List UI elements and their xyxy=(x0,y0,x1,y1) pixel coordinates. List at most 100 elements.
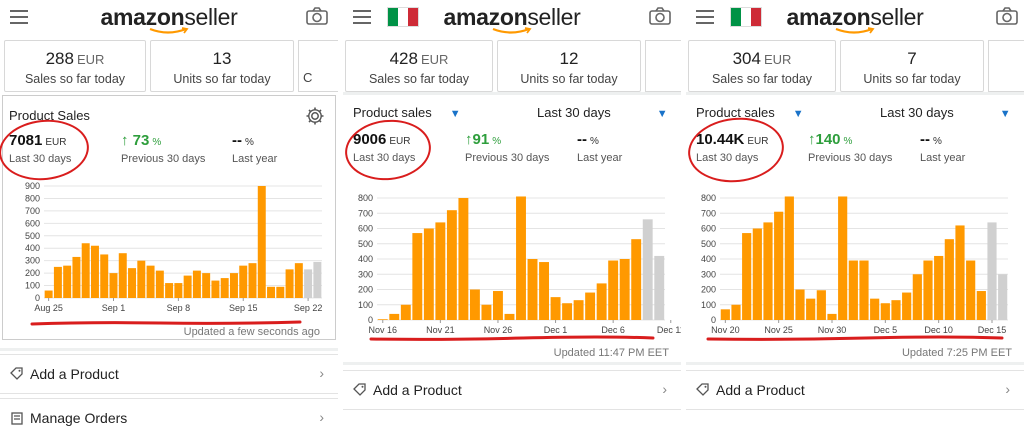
sales-today-currency: EUR xyxy=(420,52,449,67)
metric-value: 140 xyxy=(815,131,841,148)
italy-flag-icon[interactable] xyxy=(387,7,419,27)
chevron-down-icon: ▼ xyxy=(792,108,804,120)
hamburger-menu-icon[interactable] xyxy=(353,10,371,24)
metric-unit: EUR xyxy=(45,137,67,148)
period-selector[interactable]: Last 30 days ▼ xyxy=(880,105,1011,120)
x-tick-label: Nov 21 xyxy=(426,325,455,335)
metric-label: Last 30 days xyxy=(353,152,416,164)
sales-today-tile[interactable]: 428 EUR Sales so far today xyxy=(345,40,493,92)
camera-icon[interactable] xyxy=(649,6,671,26)
italy-flag-icon[interactable] xyxy=(730,7,762,27)
bar xyxy=(619,259,630,320)
y-tick-label: 0 xyxy=(35,293,40,303)
next-tile-partial[interactable]: C xyxy=(298,40,338,92)
bar xyxy=(109,273,118,298)
x-tick-label: Dec 6 xyxy=(601,325,625,335)
metric-selector[interactable]: Product sales ▼ xyxy=(353,105,461,120)
next-tile-partial[interactable] xyxy=(645,40,681,92)
y-tick-label: 300 xyxy=(358,269,373,279)
y-tick-label: 500 xyxy=(358,239,373,249)
bar xyxy=(838,196,848,320)
bar xyxy=(742,233,752,320)
x-tick-label: Sep 8 xyxy=(167,303,191,313)
bar xyxy=(183,275,192,298)
bar xyxy=(752,228,762,320)
metric-selector-label: Product sales xyxy=(696,105,775,120)
metric-label: Previous 30 days xyxy=(121,153,206,165)
bar xyxy=(377,319,388,320)
bar xyxy=(165,283,174,298)
camera-icon[interactable] xyxy=(996,6,1018,26)
red-annotation-underline xyxy=(706,335,1004,341)
amazon-seller-logo: amazonseller xyxy=(443,4,581,30)
add-product-row[interactable]: Add a Product › xyxy=(686,370,1024,410)
y-tick-label: 600 xyxy=(25,218,40,228)
camera-icon[interactable] xyxy=(306,6,328,26)
metric-last-year: --% Last year xyxy=(920,131,965,164)
pending-bar xyxy=(987,222,997,320)
period-selector[interactable]: Last 30 days ▼ xyxy=(537,105,668,120)
chevron-right-icon: › xyxy=(662,381,667,397)
metric-label: Previous 30 days xyxy=(808,152,893,164)
y-tick-label: 800 xyxy=(25,193,40,203)
bar xyxy=(155,270,164,298)
dashboard-panel-3: amazonseller 304 EUR Sales so far today 7… xyxy=(686,0,1024,427)
units-today-value: 13 xyxy=(212,49,232,68)
x-tick-label: Dec 15 xyxy=(978,325,1007,335)
y-tick-label: 700 xyxy=(358,208,373,218)
bar xyxy=(774,211,784,320)
today-tiles: 304 EUR Sales so far today 7 Units so far… xyxy=(686,40,1024,92)
metric-value: 10.44K xyxy=(696,131,745,148)
bar xyxy=(276,286,285,298)
x-tick-label: Dec 1 xyxy=(544,325,568,335)
bar xyxy=(192,270,201,298)
bar xyxy=(469,289,480,320)
section-divider xyxy=(686,362,1024,365)
y-tick-label: 500 xyxy=(701,239,716,249)
bar xyxy=(90,245,99,298)
units-today-tile[interactable]: 12 Units so far today xyxy=(497,40,641,92)
x-tick-label: Nov 16 xyxy=(368,325,397,335)
add-product-row[interactable]: Add a Product › xyxy=(343,370,681,410)
sales-today-tile[interactable]: 288 EUR Sales so far today xyxy=(4,40,146,92)
bar xyxy=(229,273,238,298)
up-arrow-icon: ↑ xyxy=(465,131,473,148)
bar xyxy=(731,304,741,320)
bar xyxy=(976,291,986,320)
dashboard-panel-2: amazonseller 428 EUR Sales so far today 1… xyxy=(343,0,681,427)
metric-value: -- xyxy=(232,132,242,149)
x-tick-label: Dec 10 xyxy=(924,325,953,335)
y-tick-label: 200 xyxy=(25,268,40,278)
amazon-smile-logo xyxy=(492,27,532,34)
next-tile-partial[interactable] xyxy=(988,40,1024,92)
bar xyxy=(870,298,880,320)
red-annotation-underline xyxy=(30,320,302,326)
add-product-label: Add a Product xyxy=(373,382,462,398)
card-title: Product Sales xyxy=(9,108,90,123)
pending-bar xyxy=(654,255,665,320)
add-product-row[interactable]: Add a Product › xyxy=(0,354,338,394)
gear-icon[interactable] xyxy=(305,106,325,126)
bar xyxy=(596,283,607,320)
bar xyxy=(389,313,400,320)
bar xyxy=(100,254,109,298)
y-tick-label: 200 xyxy=(701,285,716,295)
units-today-tile[interactable]: 13 Units so far today xyxy=(150,40,294,92)
sales-today-tile[interactable]: 304 EUR Sales so far today xyxy=(688,40,836,92)
bar xyxy=(966,260,976,320)
y-tick-label: 100 xyxy=(25,281,40,291)
metric-selector[interactable]: Product sales ▼ xyxy=(696,105,804,120)
x-tick-label: Dec 5 xyxy=(874,325,898,335)
manage-orders-row[interactable]: Manage Orders › xyxy=(0,398,338,427)
bar xyxy=(128,268,137,298)
sales-today-value: 428 xyxy=(389,49,418,68)
bar xyxy=(550,297,561,320)
hamburger-menu-icon[interactable] xyxy=(10,10,28,24)
top-bar: amazonseller xyxy=(343,0,681,36)
y-tick-label: 100 xyxy=(701,300,716,310)
chevron-right-icon: › xyxy=(319,409,324,425)
units-today-tile[interactable]: 7 Units so far today xyxy=(840,40,984,92)
hamburger-menu-icon[interactable] xyxy=(696,10,714,24)
bar xyxy=(220,278,229,298)
metric-last-30-days: 9006 EUR Last 30 days xyxy=(353,131,415,164)
